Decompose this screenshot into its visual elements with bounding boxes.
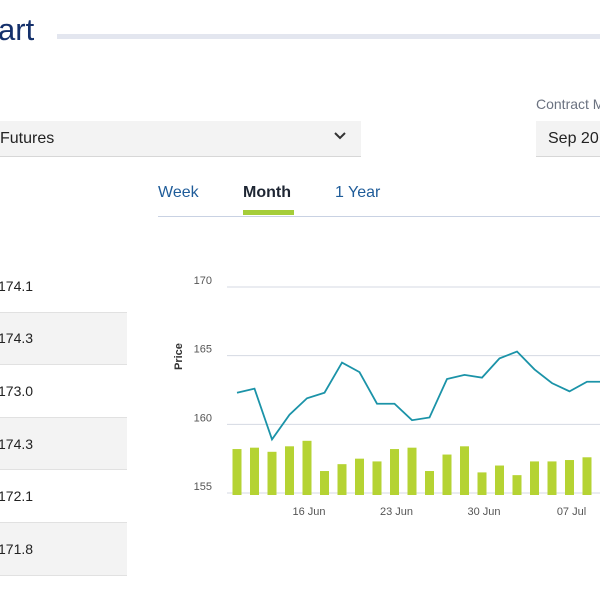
contract-select[interactable]: Sep 20 (536, 121, 600, 157)
volume-bar (442, 454, 452, 495)
volume-bar (390, 449, 399, 495)
price-value: 171.8 (0, 540, 34, 557)
volume-bar (582, 457, 592, 495)
contract-label: Contract M (536, 96, 600, 112)
x-tick-label: 30 Jun (467, 506, 500, 518)
volume-bar (337, 464, 347, 495)
y-tick-label: 160 (194, 412, 212, 424)
price-value: 174.1 (0, 277, 34, 294)
active-tab-indicator (243, 210, 294, 215)
price-value: 173.0 (0, 382, 34, 399)
y-axis-label: Price (173, 343, 185, 370)
price-row: 174.1 (0, 260, 127, 313)
x-tick-label: 07 Jul (557, 506, 586, 518)
volume-bar (565, 460, 574, 495)
volume-bar (267, 451, 277, 495)
volume-bar (372, 461, 382, 495)
product-select-value: Futures (0, 130, 55, 147)
y-tick-label: 165 (194, 344, 212, 356)
chevron-down-icon (334, 132, 346, 140)
price-list: 174.1 174.3 173.0 174.3 172.1 171.8 (0, 260, 127, 576)
price-value: 174.3 (0, 330, 34, 347)
volume-bar (285, 446, 294, 495)
contract-select-value: Sep 20 (548, 130, 599, 147)
volume-bar (407, 447, 417, 495)
volume-bar (495, 465, 504, 495)
volume-bar (512, 475, 522, 495)
volume-bar (302, 440, 312, 495)
price-chart: 170 165 160 155 Price 16 Jun 23 Jun 30 Jun 07 Ju… (173, 275, 600, 518)
price-line (236, 350, 600, 442)
y-tick-label: 155 (194, 481, 212, 493)
price-row: 171.8 (0, 522, 127, 576)
volume-bar (232, 449, 242, 495)
range-tabs: Week Month 1 Year (158, 184, 600, 217)
volume-bar (477, 472, 487, 495)
x-tick-label: 16 Jun (292, 506, 325, 518)
price-row: 173.0 (0, 365, 127, 418)
price-row: 174.3 (0, 417, 127, 471)
x-tick-label: 23 Jun (380, 506, 413, 518)
tab-month[interactable]: Month (243, 184, 291, 201)
volume-bar (530, 461, 539, 495)
volume-bar (355, 458, 364, 495)
y-tick-label: 170 (194, 275, 212, 287)
title-divider (57, 34, 600, 39)
price-row: 174.3 (0, 312, 127, 366)
page-title: art (0, 12, 35, 47)
volume-bar (320, 471, 329, 495)
price-value: 174.3 (0, 435, 34, 452)
product-select[interactable]: Futures (0, 121, 361, 157)
tab-1-year[interactable]: 1 Year (335, 184, 381, 201)
volume-bar (460, 446, 469, 495)
tab-week[interactable]: Week (158, 184, 199, 201)
volume-bar (250, 447, 259, 495)
price-value: 172.1 (0, 488, 34, 505)
price-row: 172.1 (0, 470, 127, 523)
volume-bar (547, 461, 557, 495)
volume-bar (425, 471, 434, 495)
